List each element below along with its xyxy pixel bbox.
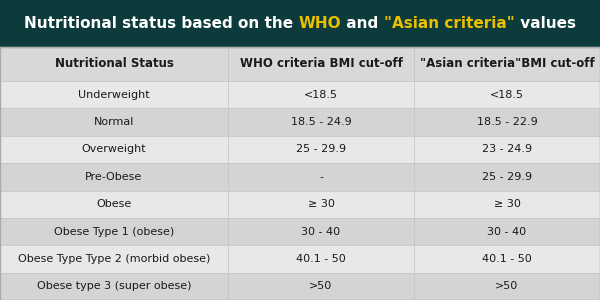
Bar: [0, 218, 228, 245]
Text: Obese Type 1 (obese): Obese Type 1 (obese): [54, 226, 174, 237]
Text: 18.5 - 22.9: 18.5 - 22.9: [476, 117, 538, 127]
Bar: [0, 46, 600, 300]
Text: 40.1 - 50: 40.1 - 50: [482, 254, 532, 264]
Bar: [228, 108, 414, 136]
Bar: [0, 136, 228, 163]
Text: <18.5: <18.5: [490, 90, 524, 100]
Bar: [414, 46, 600, 81]
Bar: [228, 46, 414, 81]
Bar: [414, 218, 600, 245]
Bar: [414, 108, 600, 136]
Text: Nutritional status based on the: Nutritional status based on the: [25, 16, 299, 31]
Bar: [228, 81, 414, 108]
Bar: [0, 0, 600, 46]
Text: -: -: [319, 172, 323, 182]
Bar: [228, 136, 414, 163]
Text: 23 - 24.9: 23 - 24.9: [482, 144, 532, 154]
Text: Obese Type Type 2 (morbid obese): Obese Type Type 2 (morbid obese): [18, 254, 210, 264]
Text: Overweight: Overweight: [82, 144, 146, 154]
Bar: [228, 218, 414, 245]
Bar: [0, 273, 228, 300]
Text: Pre-Obese: Pre-Obese: [85, 172, 143, 182]
Text: Obese: Obese: [97, 199, 131, 209]
Text: ≥ 30: ≥ 30: [308, 199, 334, 209]
Text: "Asian criteria"BMI cut-off: "Asian criteria"BMI cut-off: [419, 57, 595, 70]
Bar: [228, 163, 414, 190]
Text: ≥ 30: ≥ 30: [494, 199, 520, 209]
Text: <18.5: <18.5: [304, 90, 338, 100]
Text: Obese type 3 (super obese): Obese type 3 (super obese): [37, 281, 191, 291]
Text: values: values: [515, 16, 575, 31]
Bar: [414, 245, 600, 273]
Text: 40.1 - 50: 40.1 - 50: [296, 254, 346, 264]
Text: 25 - 29.9: 25 - 29.9: [296, 144, 346, 154]
Bar: [0, 163, 228, 190]
Bar: [0, 46, 600, 300]
Text: Underweight: Underweight: [78, 90, 150, 100]
Text: WHO criteria BMI cut-off: WHO criteria BMI cut-off: [239, 57, 403, 70]
Bar: [414, 273, 600, 300]
Text: "Asian criteria": "Asian criteria": [384, 16, 515, 31]
Bar: [0, 81, 228, 108]
Bar: [0, 46, 228, 81]
Text: >50: >50: [496, 281, 518, 291]
Text: 30 - 40: 30 - 40: [301, 226, 341, 237]
Bar: [228, 245, 414, 273]
Text: and: and: [341, 16, 384, 31]
Bar: [228, 190, 414, 218]
Text: 25 - 29.9: 25 - 29.9: [482, 172, 532, 182]
Text: 30 - 40: 30 - 40: [487, 226, 527, 237]
Bar: [414, 81, 600, 108]
Bar: [414, 190, 600, 218]
Text: Nutritional Status: Nutritional Status: [55, 57, 173, 70]
Bar: [0, 108, 228, 136]
Text: >50: >50: [310, 281, 332, 291]
Bar: [228, 273, 414, 300]
Bar: [414, 163, 600, 190]
Text: WHO: WHO: [299, 16, 341, 31]
Bar: [414, 136, 600, 163]
Bar: [0, 245, 228, 273]
Bar: [0, 190, 228, 218]
Text: 18.5 - 24.9: 18.5 - 24.9: [290, 117, 352, 127]
Text: Normal: Normal: [94, 117, 134, 127]
